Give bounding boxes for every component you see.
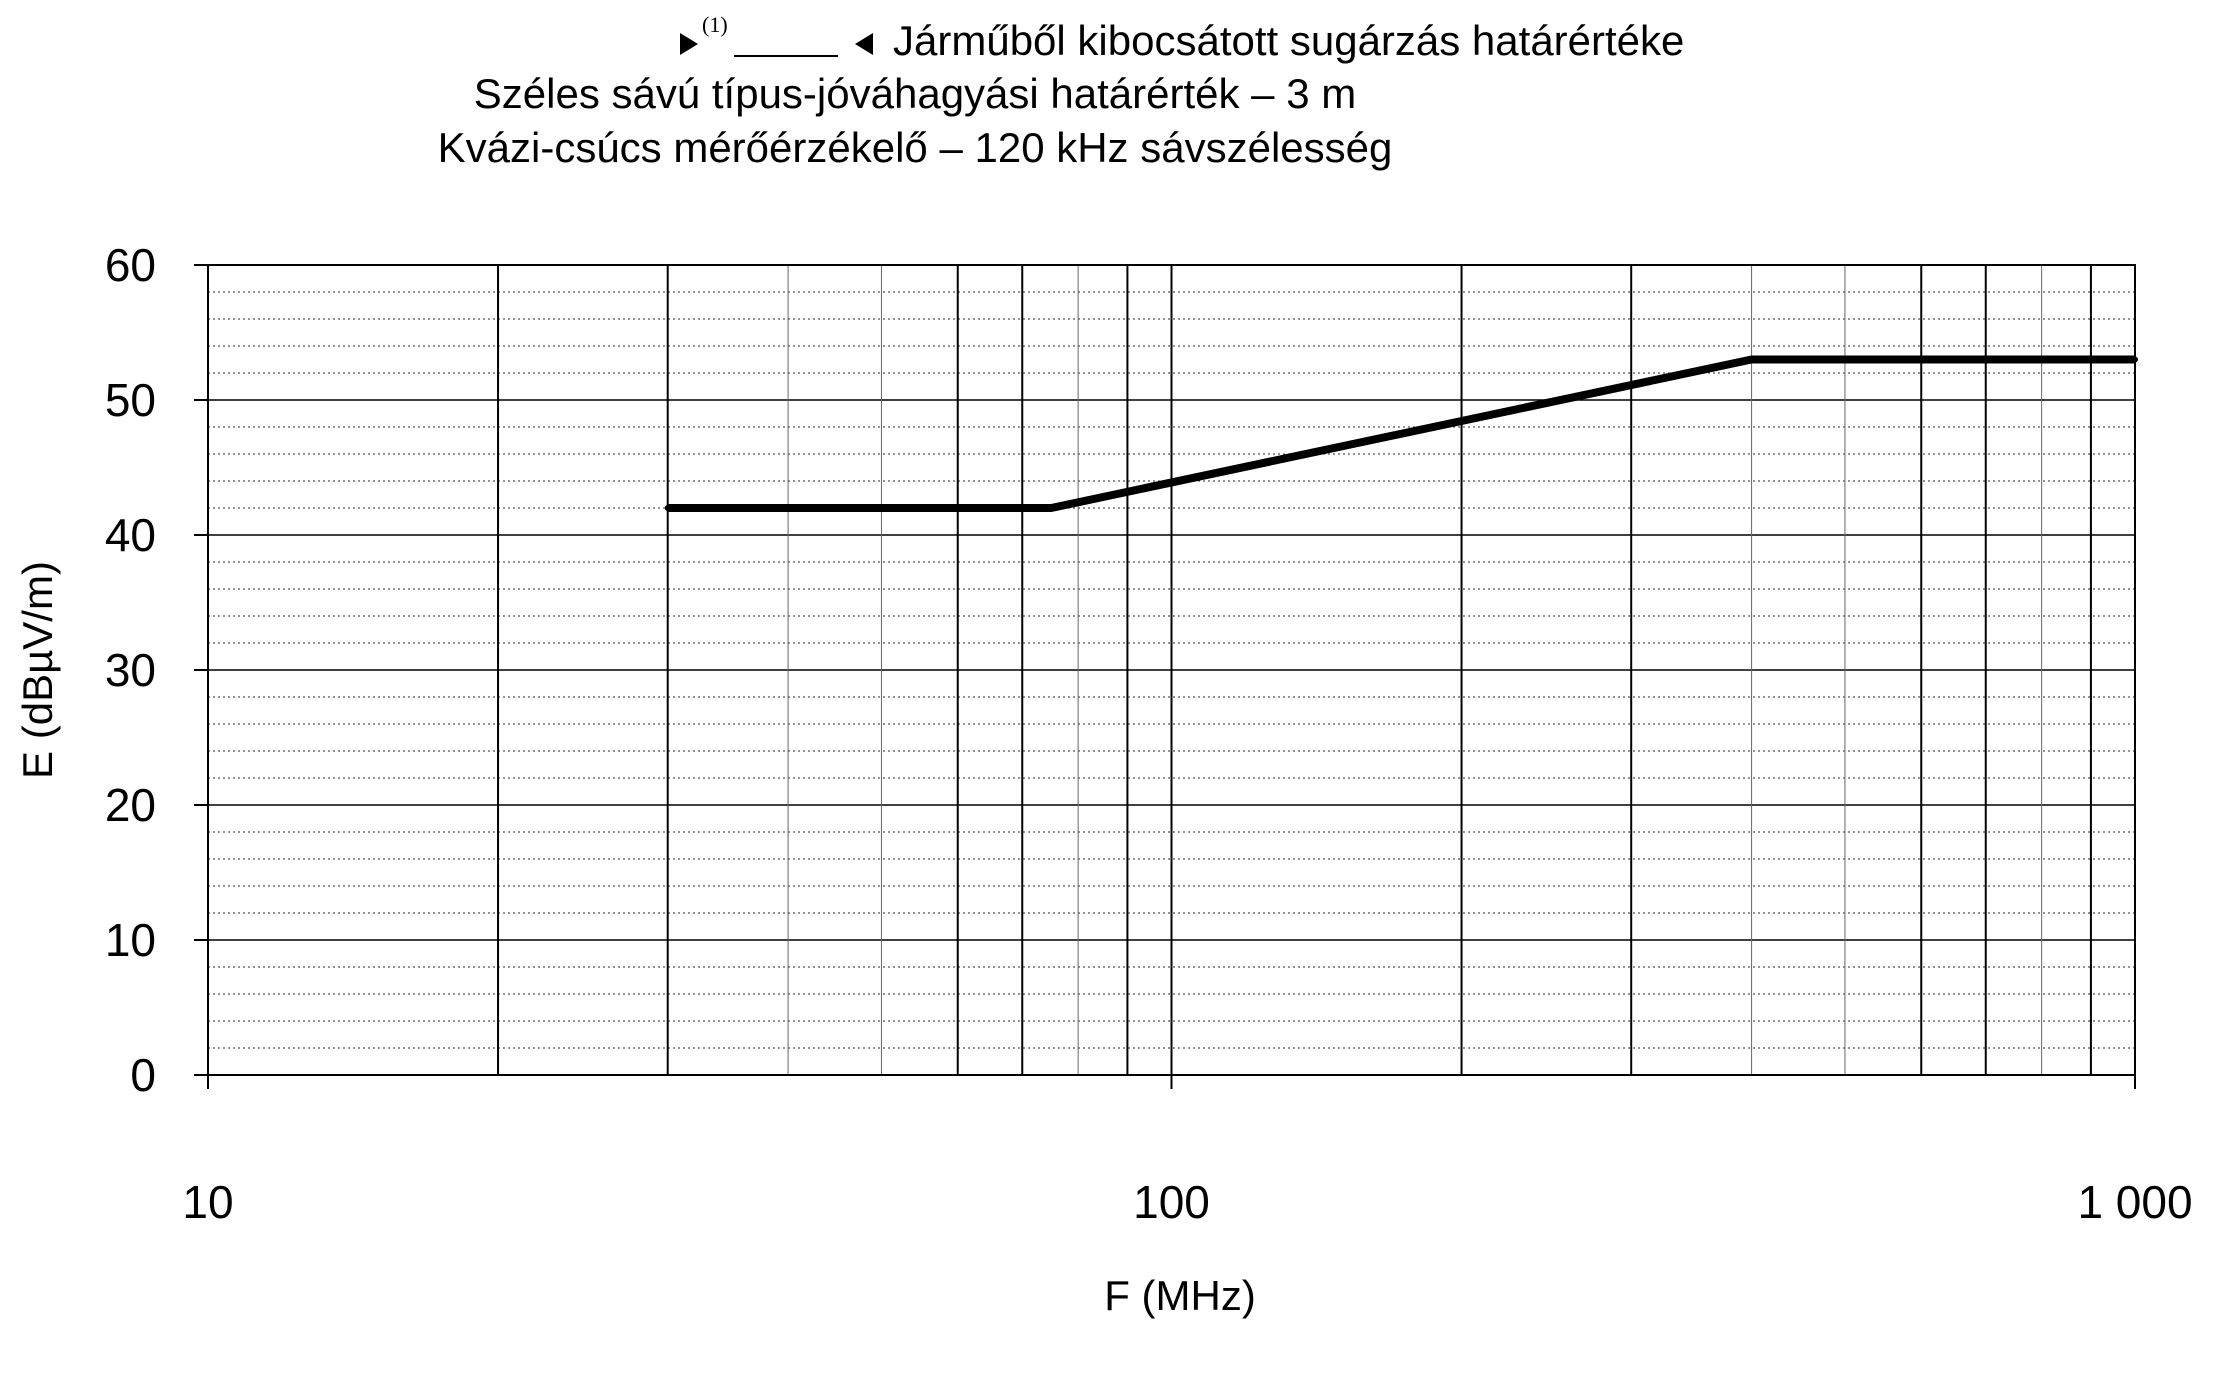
title-line-2: Széles sávú típus-jóváhagyási határérték… [474, 70, 1356, 117]
y-axis-label: E (dBµV/m) [14, 561, 61, 779]
limit-line-vertex [664, 505, 671, 511]
chart-title: (1) Járműből kibocsátott sugárzás határé… [438, 12, 1685, 171]
title-line-1: Járműből kibocsátott sugárzás határérték… [893, 17, 1684, 64]
limit-line-vertex [1748, 356, 1755, 363]
y-tick-label: 20 [105, 779, 156, 831]
x-axis-label: F (MHz) [1104, 1272, 1256, 1319]
series [664, 355, 2138, 512]
title-footnote-marker: (1) [702, 12, 728, 37]
grid [208, 265, 2135, 1075]
title-line-3: Kvázi-csúcs mérőérzékelő – 120 kHz sávsz… [438, 124, 1393, 171]
y-tick-label: 50 [105, 374, 156, 426]
title-end-marker-icon [855, 33, 873, 55]
y-tick-label: 40 [105, 509, 156, 561]
y-tick-label: 10 [105, 914, 156, 966]
x-tick-label: 100 [1133, 1176, 1210, 1228]
y-tick-label: 0 [130, 1049, 156, 1101]
x-tick-label: 10 [182, 1176, 233, 1228]
limit-line-vertex [2132, 356, 2138, 363]
limit-line-vertex [1048, 505, 1055, 511]
x-tick-label: 1 000 [2077, 1176, 2192, 1228]
axis-ticks: 0 10 20 30 40 50 60 10 100 1 000 [105, 239, 2193, 1228]
limit-line-series [667, 355, 2135, 512]
title-start-marker-icon [680, 33, 698, 55]
y-tick-label: 30 [105, 644, 156, 696]
y-tick-label: 60 [105, 239, 156, 291]
